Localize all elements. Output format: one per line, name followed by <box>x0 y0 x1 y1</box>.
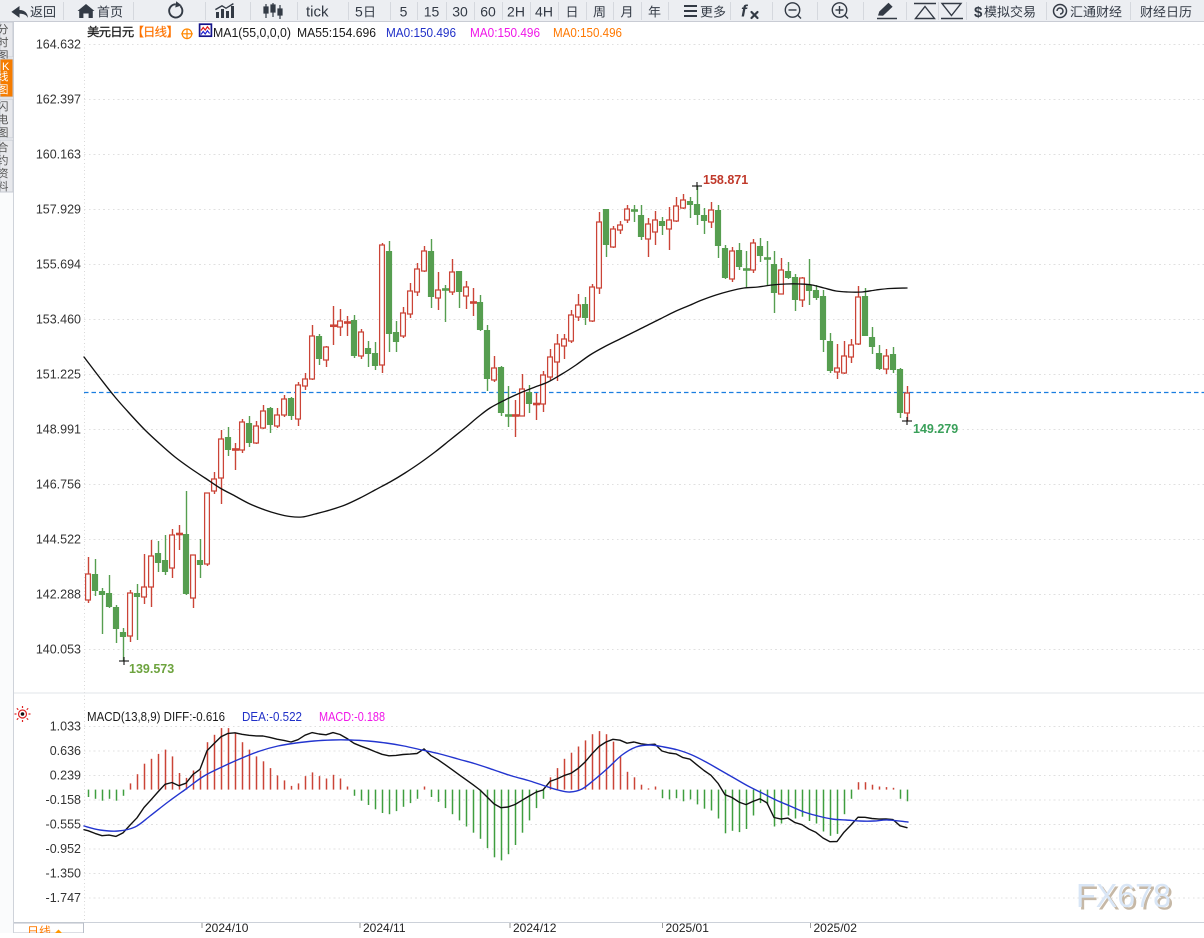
svg-text:160.163: 160.163 <box>36 148 81 162</box>
svg-text:0.636: 0.636 <box>50 744 81 758</box>
svg-text:0.239: 0.239 <box>50 769 81 783</box>
svg-text:2024/10: 2024/10 <box>205 921 249 933</box>
svg-text:-1.350: -1.350 <box>46 867 81 881</box>
svg-text:MA0:150.496: MA0:150.496 <box>470 25 540 40</box>
svg-text:162.397: 162.397 <box>36 93 81 107</box>
svg-text:155.694: 155.694 <box>36 258 81 272</box>
svg-text:151.225: 151.225 <box>36 368 81 382</box>
svg-text:K: K <box>2 61 10 73</box>
svg-text:157.929: 157.929 <box>36 203 81 217</box>
svg-text:15: 15 <box>424 4 440 20</box>
svg-text:142.288: 142.288 <box>36 588 81 602</box>
svg-text:-0.952: -0.952 <box>46 842 81 856</box>
svg-text:1.033: 1.033 <box>50 720 81 734</box>
svg-text:30: 30 <box>452 4 468 20</box>
svg-text:MACD:-0.188: MACD:-0.188 <box>319 709 385 724</box>
svg-text:4H: 4H <box>535 4 553 20</box>
svg-text:$: $ <box>974 4 983 21</box>
svg-text:FX678: FX678 <box>1076 877 1171 914</box>
svg-text:140.053: 140.053 <box>36 643 81 657</box>
svg-text:f: f <box>741 2 749 21</box>
svg-text:5: 5 <box>400 4 408 20</box>
svg-text:5: 5 <box>355 4 363 20</box>
svg-text:153.460: 153.460 <box>36 313 81 327</box>
svg-text:158.871: 158.871 <box>703 173 748 187</box>
svg-text:146.756: 146.756 <box>36 478 81 492</box>
svg-text:148.991: 148.991 <box>36 423 81 437</box>
svg-text:164.632: 164.632 <box>36 38 81 52</box>
svg-text:2H: 2H <box>507 4 525 20</box>
svg-text:144.522: 144.522 <box>36 533 81 547</box>
svg-text:-0.158: -0.158 <box>46 793 81 807</box>
svg-text:DEA:-0.522: DEA:-0.522 <box>242 709 302 724</box>
svg-text:60: 60 <box>480 4 496 20</box>
svg-text:MA0:150.496: MA0:150.496 <box>553 25 622 40</box>
svg-text:tick: tick <box>306 4 329 21</box>
svg-text:2024/11: 2024/11 <box>363 921 406 933</box>
svg-text:149.279: 149.279 <box>913 422 958 436</box>
svg-text:MA55:154.696: MA55:154.696 <box>297 25 376 40</box>
svg-text:MA0:150.496: MA0:150.496 <box>386 25 456 40</box>
svg-text:2025/02: 2025/02 <box>814 921 858 933</box>
svg-text:2025/01: 2025/01 <box>666 921 710 933</box>
svg-text:2024/12: 2024/12 <box>513 921 557 933</box>
svg-text:MACD(13,8,9) DIFF:-0.616: MACD(13,8,9) DIFF:-0.616 <box>87 709 225 724</box>
svg-text:-1.747: -1.747 <box>46 891 81 905</box>
svg-text:FX678: FX678 <box>1079 880 1174 917</box>
svg-text:-0.555: -0.555 <box>46 818 81 832</box>
svg-text:MA1(55,0,0,0): MA1(55,0,0,0) <box>213 25 291 40</box>
svg-text:139.573: 139.573 <box>129 662 174 676</box>
